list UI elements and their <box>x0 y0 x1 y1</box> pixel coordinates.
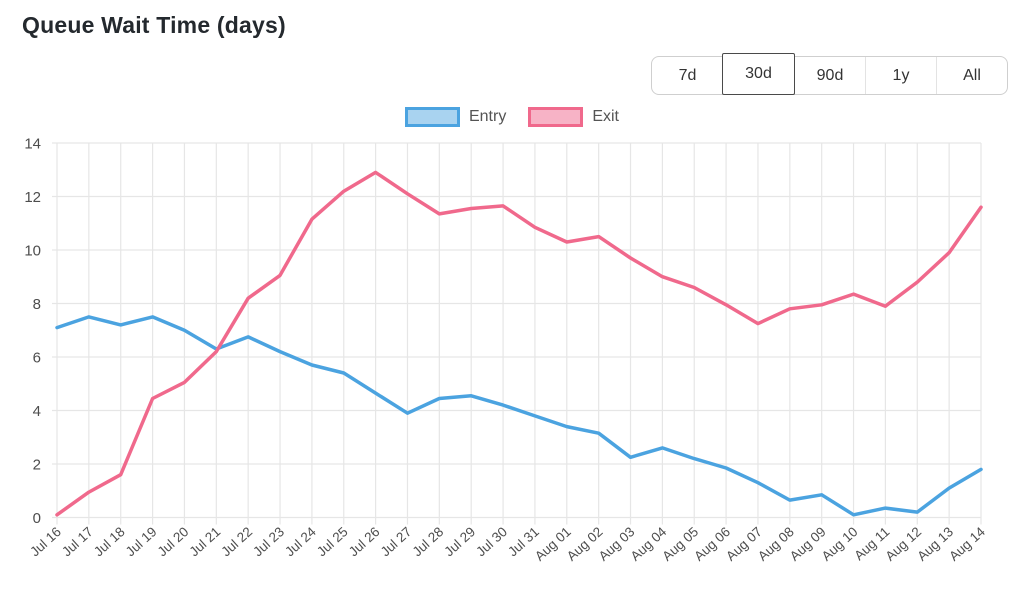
y-axis-tick-label: 12 <box>24 189 41 206</box>
x-axis-tick-label: Jul 18 <box>91 524 128 559</box>
x-axis-tick-label: Jul 23 <box>250 524 287 559</box>
x-axis-tick-label: Jul 28 <box>410 524 447 559</box>
range-button-all[interactable]: All <box>936 57 1007 94</box>
range-selector: 7d 30d 90d 1y All <box>651 56 1008 95</box>
range-button-30d[interactable]: 30d <box>722 53 795 95</box>
y-axis-tick-label: 14 <box>24 136 41 153</box>
x-axis-tick-label: Aug 10 <box>819 524 861 564</box>
x-axis-tick-label: Jul 26 <box>346 524 383 559</box>
legend-item-exit[interactable]: Exit <box>528 107 619 127</box>
x-axis-tick-label: Jul 20 <box>155 524 192 559</box>
y-axis-tick-label: 2 <box>33 457 41 474</box>
x-axis-tick-label: Jul 30 <box>473 524 510 559</box>
y-axis-tick-label: 0 <box>33 510 41 527</box>
range-button-90d[interactable]: 90d <box>794 57 865 94</box>
entry-line <box>57 317 981 515</box>
range-button-7d[interactable]: 7d <box>652 57 723 94</box>
x-axis-tick-label: Jul 25 <box>314 524 351 559</box>
y-axis-tick-label: 6 <box>33 350 41 367</box>
x-axis-tick-label: Jul 19 <box>123 524 160 559</box>
y-axis-tick-label: 10 <box>24 243 41 260</box>
exit-series-label: Exit <box>592 108 619 126</box>
x-axis-tick-label: Jul 17 <box>59 524 96 559</box>
legend-item-entry[interactable]: Entry <box>405 107 506 127</box>
x-axis-tick-label: Aug 14 <box>946 524 988 564</box>
chart-legend: Entry Exit <box>0 107 1024 127</box>
x-axis-tick-label: Jul 16 <box>27 524 64 559</box>
exit-series-swatch <box>528 107 583 127</box>
x-axis-tick-label: Jul 29 <box>441 524 478 559</box>
queue-wait-time-chart: 02468101214Jul 16Jul 17Jul 18Jul 19Jul 2… <box>0 130 1024 591</box>
entry-series-label: Entry <box>469 108 506 126</box>
y-axis-tick-label: 8 <box>33 296 41 313</box>
entry-series-swatch <box>405 107 460 127</box>
range-button-1y[interactable]: 1y <box>865 57 936 94</box>
y-axis-tick-label: 4 <box>33 403 41 420</box>
x-axis-tick-label: Jul 22 <box>218 524 255 559</box>
x-axis-tick-label: Jul 27 <box>378 524 415 559</box>
x-axis-tick-label: Jul 21 <box>187 524 224 559</box>
x-axis-tick-label: Jul 24 <box>282 524 319 560</box>
page-title: Queue Wait Time (days) <box>22 12 286 39</box>
